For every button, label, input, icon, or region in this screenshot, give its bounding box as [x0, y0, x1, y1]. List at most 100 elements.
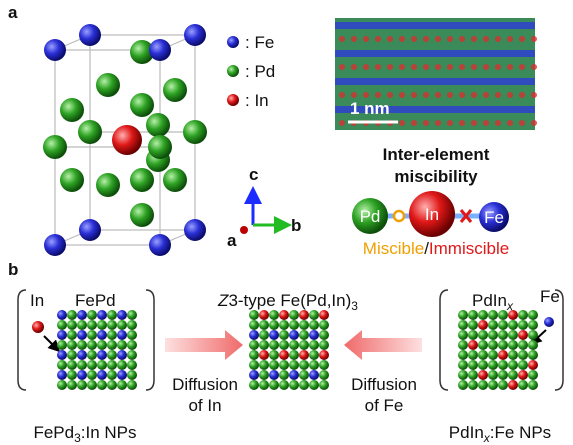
- atom: [528, 350, 538, 360]
- spot: [375, 92, 381, 98]
- atom: [488, 320, 498, 330]
- atom: [163, 168, 187, 192]
- miscibility-title: Inter-element: [383, 145, 490, 164]
- atom: [279, 380, 289, 390]
- atom: [107, 320, 117, 330]
- legend-fe: [227, 36, 239, 48]
- atom: [508, 360, 518, 370]
- atom: [96, 173, 120, 197]
- atom: [77, 320, 87, 330]
- spot: [495, 64, 501, 70]
- atom: [289, 310, 299, 320]
- atom: [269, 340, 279, 350]
- spot: [411, 36, 417, 42]
- host-part: PdIn: [472, 291, 507, 310]
- atom: [127, 340, 137, 350]
- caption-part: :In NPs: [81, 423, 137, 442]
- spot: [531, 36, 537, 42]
- atom: [299, 360, 309, 370]
- diffusion-label: of In: [188, 396, 221, 415]
- atom: [498, 340, 508, 350]
- atom: [508, 330, 518, 340]
- atom: [127, 380, 137, 390]
- nanoparticle: [57, 310, 137, 390]
- atom: [468, 310, 478, 320]
- spot: [399, 92, 405, 98]
- atom: [146, 113, 170, 137]
- atom: [319, 370, 329, 380]
- atom: [130, 203, 154, 227]
- spot: [447, 36, 453, 42]
- spot: [531, 120, 537, 126]
- subscript: 3: [351, 299, 358, 313]
- atom: [97, 360, 107, 370]
- atom: [127, 330, 137, 340]
- atom: [299, 370, 309, 380]
- spot: [495, 92, 501, 98]
- atom: [498, 310, 508, 320]
- spot: [351, 36, 357, 42]
- atom: [130, 168, 154, 192]
- stripe: [335, 50, 535, 57]
- atom: [279, 350, 289, 360]
- atom: [518, 340, 528, 350]
- spot: [387, 64, 393, 70]
- spot: [531, 92, 537, 98]
- legend-in: [227, 94, 239, 106]
- atom: [478, 330, 488, 340]
- subscript: x: [506, 299, 514, 313]
- atom: [299, 320, 309, 330]
- atom: [488, 340, 498, 350]
- atom: [528, 360, 538, 370]
- atom: [57, 380, 67, 390]
- atom: [149, 234, 171, 256]
- miscible-mark: [392, 209, 406, 223]
- legend-pd: [227, 65, 239, 77]
- spot: [435, 36, 441, 42]
- spot: [495, 120, 501, 126]
- stripe: [335, 106, 535, 113]
- spot: [483, 64, 489, 70]
- atom: [117, 320, 127, 330]
- atom: [269, 320, 279, 330]
- atom: [44, 234, 66, 256]
- atom: [60, 98, 84, 122]
- atom: [319, 380, 329, 390]
- spot: [351, 64, 357, 70]
- atom: [127, 360, 137, 370]
- atom: [468, 360, 478, 370]
- atom: [289, 350, 299, 360]
- atom: [508, 320, 518, 330]
- atom: [478, 360, 488, 370]
- atom-in: [409, 191, 455, 237]
- atom: [458, 380, 468, 390]
- atom: [259, 380, 269, 390]
- spot: [399, 120, 405, 126]
- atom: [107, 350, 117, 360]
- axis-label: c: [249, 165, 258, 184]
- stripe: [335, 78, 535, 85]
- separator: /: [424, 239, 429, 258]
- atom: [478, 380, 488, 390]
- diffusion-label: of Fe: [365, 396, 404, 415]
- spot: [399, 64, 405, 70]
- arrow: [43, 335, 61, 353]
- spot: [435, 120, 441, 126]
- atom: [269, 360, 279, 370]
- atom: [97, 310, 107, 320]
- spot: [495, 36, 501, 42]
- atom: [77, 370, 87, 380]
- atom: [97, 350, 107, 360]
- atom: [77, 330, 87, 340]
- atom: [478, 320, 488, 330]
- brackets: [17, 289, 564, 391]
- atom: [97, 320, 107, 330]
- atom: [249, 380, 259, 390]
- spot: [351, 92, 357, 98]
- spot: [519, 92, 525, 98]
- nanoparticle: [458, 310, 538, 390]
- atom: [319, 340, 329, 350]
- atom: [78, 120, 102, 144]
- atom: [130, 93, 154, 117]
